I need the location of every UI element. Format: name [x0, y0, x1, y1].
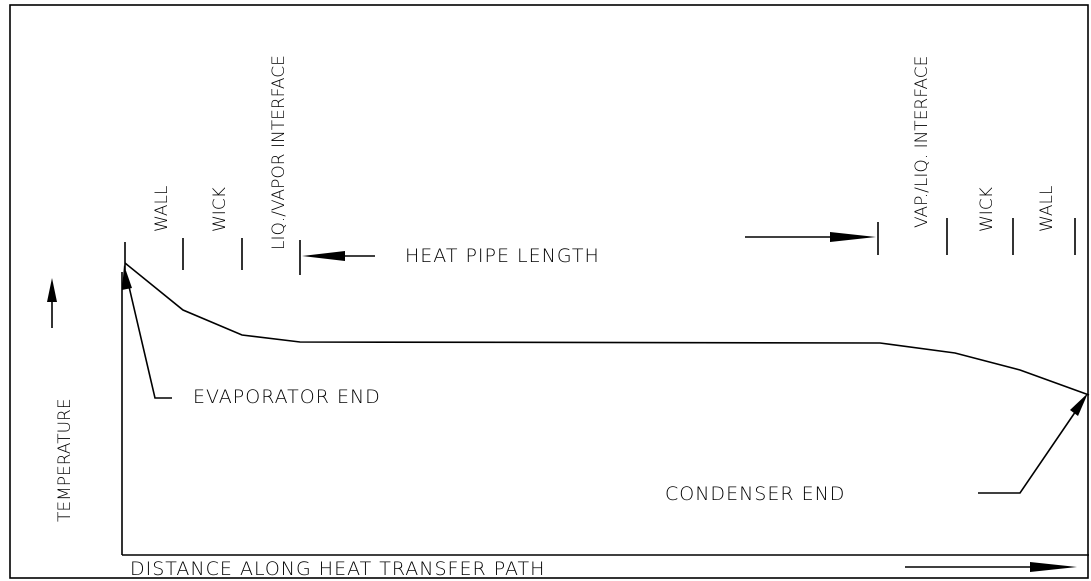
condenser-pointer — [978, 393, 1088, 494]
label: HEAT PIPE LENGTH — [405, 245, 600, 267]
label: WICK — [210, 187, 230, 232]
label: VAP./LIQ. INTERFACE — [912, 56, 932, 228]
label: LIQ./VAPOR INTERFACE — [269, 55, 289, 250]
frame — [9, 4, 1089, 579]
distance-arrow — [905, 562, 1077, 572]
label: WALL — [152, 186, 172, 232]
axis-label: TEMPERATURE — [55, 398, 75, 522]
temperature-arrow — [47, 278, 57, 328]
label: WICK — [977, 187, 997, 232]
separators — [124, 218, 1076, 275]
label: EVAPORATOR END — [193, 386, 381, 408]
length-arrows — [302, 232, 876, 261]
evaporator-pointer — [122, 265, 172, 399]
temperature-profile — [124, 262, 1090, 396]
label: WALL — [1037, 186, 1057, 232]
label: CONDENSER END — [665, 483, 845, 505]
axis-label: DISTANCE ALONG HEAT TRANSFER PATH — [130, 558, 545, 580]
